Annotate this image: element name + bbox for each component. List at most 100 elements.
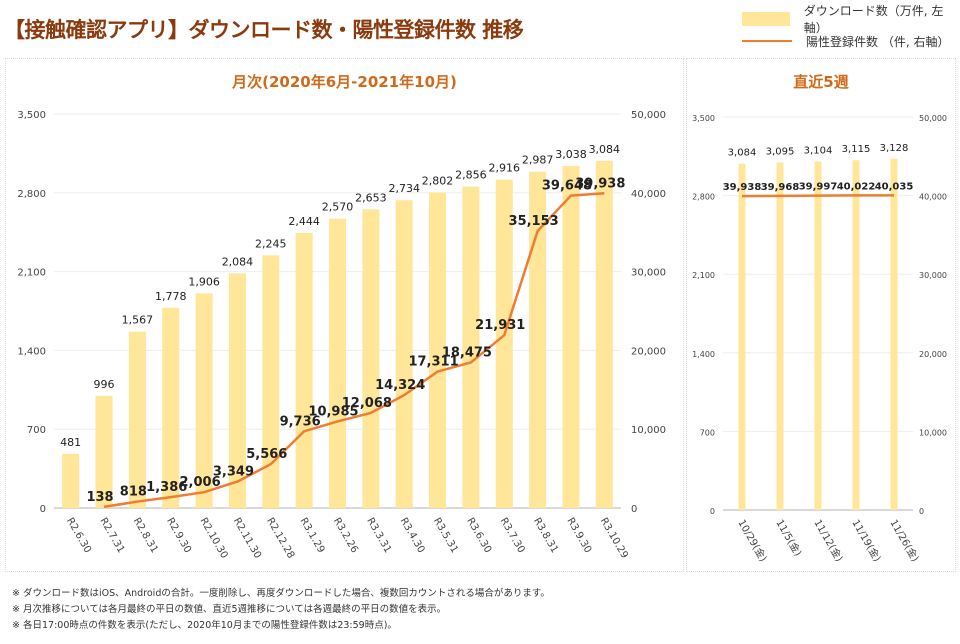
right-axis-tick-label: 10,000 [919, 428, 947, 437]
bar-data-label: 2,987 [522, 154, 554, 167]
line-data-label: 9,736 [280, 414, 321, 429]
left-axis-tick-label: 1,400 [17, 346, 46, 357]
bar [562, 166, 580, 508]
category-label: R2.8.31 [131, 516, 160, 555]
legend-item-positive: 陽性登録件数 （件, 右軸） [742, 30, 960, 52]
bar [228, 273, 246, 508]
right-axis-tick-label: 40,000 [631, 189, 666, 200]
bar-data-label: 3,084 [728, 148, 757, 159]
line-data-label: 1,386 [146, 480, 187, 495]
bar-data-label: 3,084 [589, 143, 621, 156]
bar-data-label: 2,245 [255, 237, 287, 250]
bar-data-label: 481 [60, 436, 81, 449]
bar-data-label: 3,095 [766, 146, 795, 157]
monthly-chart-panel: 月次(2020年6月-2021年10月) 0 0 700 10,000 1,400 20,… [5, 58, 684, 572]
line-data-label: 138 [86, 490, 113, 505]
category-label: R3.5.31 [431, 516, 460, 555]
right-axis-tick-label: 30,000 [919, 271, 947, 280]
category-label: R3.10.29 [598, 516, 630, 561]
page-title: 【接触確認アプリ】ダウンロード数・陽性登録件数 推移 [4, 18, 524, 42]
bar-data-label: 1,778 [155, 290, 187, 303]
bar-data-label: 2,570 [322, 201, 354, 214]
legend-bar-swatch-icon [742, 12, 790, 26]
line-data-label: 39,938 [723, 182, 762, 193]
left-axis-tick-label: 3,500 [17, 110, 46, 121]
line-data-label: 40,035 [875, 181, 914, 192]
category-label: R3.2.26 [331, 516, 360, 555]
line-data-label: 40,022 [837, 181, 876, 192]
bar [128, 331, 146, 508]
bar-data-label: 2,802 [422, 175, 454, 188]
line-series-positive [741, 194, 895, 198]
bar-data-label: 3,128 [880, 143, 909, 154]
monthly-chart: 0 0 700 10,000 1,400 20,000 2,100 30,000 2,800 40… [17, 110, 666, 561]
right-axis-tick-label: 20,000 [919, 350, 947, 359]
bar-data-label: 2,734 [388, 182, 420, 195]
line-data-label: 35,153 [509, 214, 559, 229]
line-data-label: 18,475 [442, 345, 492, 360]
legend-line-swatch-icon [742, 40, 792, 42]
bar-data-label: 2,856 [455, 168, 487, 181]
bar-data-label: 3,104 [804, 145, 833, 156]
right-axis-tick-label: 30,000 [631, 268, 666, 279]
category-label: R2.7.31 [97, 516, 126, 555]
line-data-label: 10,985 [308, 404, 358, 419]
line-data-label: 2,006 [180, 475, 221, 490]
category-label: R3.9.30 [564, 516, 593, 555]
category-label: R2.12.28 [264, 516, 296, 561]
line-data-label: 5,566 [246, 447, 287, 462]
right-axis-tick-label: 40,000 [919, 193, 947, 202]
bar [738, 163, 746, 510]
bar [852, 160, 860, 510]
monthly-chart-title: 月次(2020年6月-2021年10月) [232, 73, 457, 91]
category-label: 11/12(金) [811, 517, 846, 564]
line-data-label: 39,938 [575, 176, 625, 191]
bar [395, 200, 413, 508]
right-axis-tick-label: 0 [919, 507, 924, 516]
footnote: ※ 月次推移については各月最終の平日の数値、直近5週推移については各週最終の平日… [12, 604, 447, 615]
bar-data-label: 2,444 [288, 215, 320, 228]
bar [162, 307, 180, 508]
left-axis-tick-label: 3,500 [692, 114, 715, 123]
footnote: ※ ダウンロード数はiOS、Androidの合計。一度削除し、再度ダウンロードし… [12, 588, 550, 599]
line-data-label: 39,997 [799, 182, 838, 193]
category-label: R2.10.30 [197, 516, 229, 561]
bar-data-label: 2,916 [489, 162, 521, 175]
left-axis-tick-label: 2,100 [692, 271, 715, 280]
category-label: 11/19(金) [849, 517, 884, 564]
bar [814, 161, 822, 510]
legend-label-positive: 陽性登録件数 （件, 右軸） [806, 34, 950, 49]
footnotes: ※ ダウンロード数はiOS、Androidの合計。一度削除し、再度ダウンロードし… [12, 586, 550, 634]
bar [776, 162, 784, 510]
category-label: R3.7.30 [498, 516, 527, 555]
bar-data-label: 3,038 [555, 148, 587, 161]
left-axis-tick-label: 2,100 [17, 268, 46, 279]
line-data-label: 39,648 [542, 179, 592, 194]
bar [495, 179, 513, 509]
weekly-chart-panel: 直近5週 0 0 700 10,000 1,400 20,000 2,100 30,000 2,… [686, 58, 956, 572]
category-label: 11/5(金) [773, 517, 804, 558]
left-axis-tick-label: 0 [710, 507, 715, 516]
bar-data-label: 1,906 [188, 275, 220, 288]
weekly-chart-title: 直近5週 [793, 73, 849, 91]
bar [329, 218, 346, 509]
line-data-label: 17,311 [408, 355, 458, 370]
right-axis-tick-label: 0 [631, 504, 637, 515]
category-label: R3.3.31 [364, 516, 393, 555]
category-label: 10/29(金) [735, 517, 770, 564]
left-axis-tick-label: 0 [40, 504, 46, 515]
left-axis-tick-label: 2,800 [17, 189, 46, 200]
line-series-positive [103, 192, 605, 509]
right-axis-tick-label: 50,000 [631, 110, 666, 121]
chart-legend: ダウンロード数（万件, 左軸） 陽性登録件数 （件, 右軸） [742, 4, 960, 52]
right-axis-tick-label: 10,000 [631, 425, 666, 436]
left-axis-tick-label: 700 [27, 425, 46, 436]
bar-data-label: 2,084 [222, 255, 254, 268]
bar-data-label: 1,567 [122, 314, 154, 327]
category-label: R3.1.29 [298, 516, 327, 555]
line-data-label: 21,931 [475, 318, 525, 333]
category-label: R3.6.30 [464, 516, 493, 555]
bar [429, 192, 447, 508]
right-axis-tick-label: 20,000 [631, 346, 666, 357]
left-axis-tick-label: 700 [700, 428, 715, 437]
